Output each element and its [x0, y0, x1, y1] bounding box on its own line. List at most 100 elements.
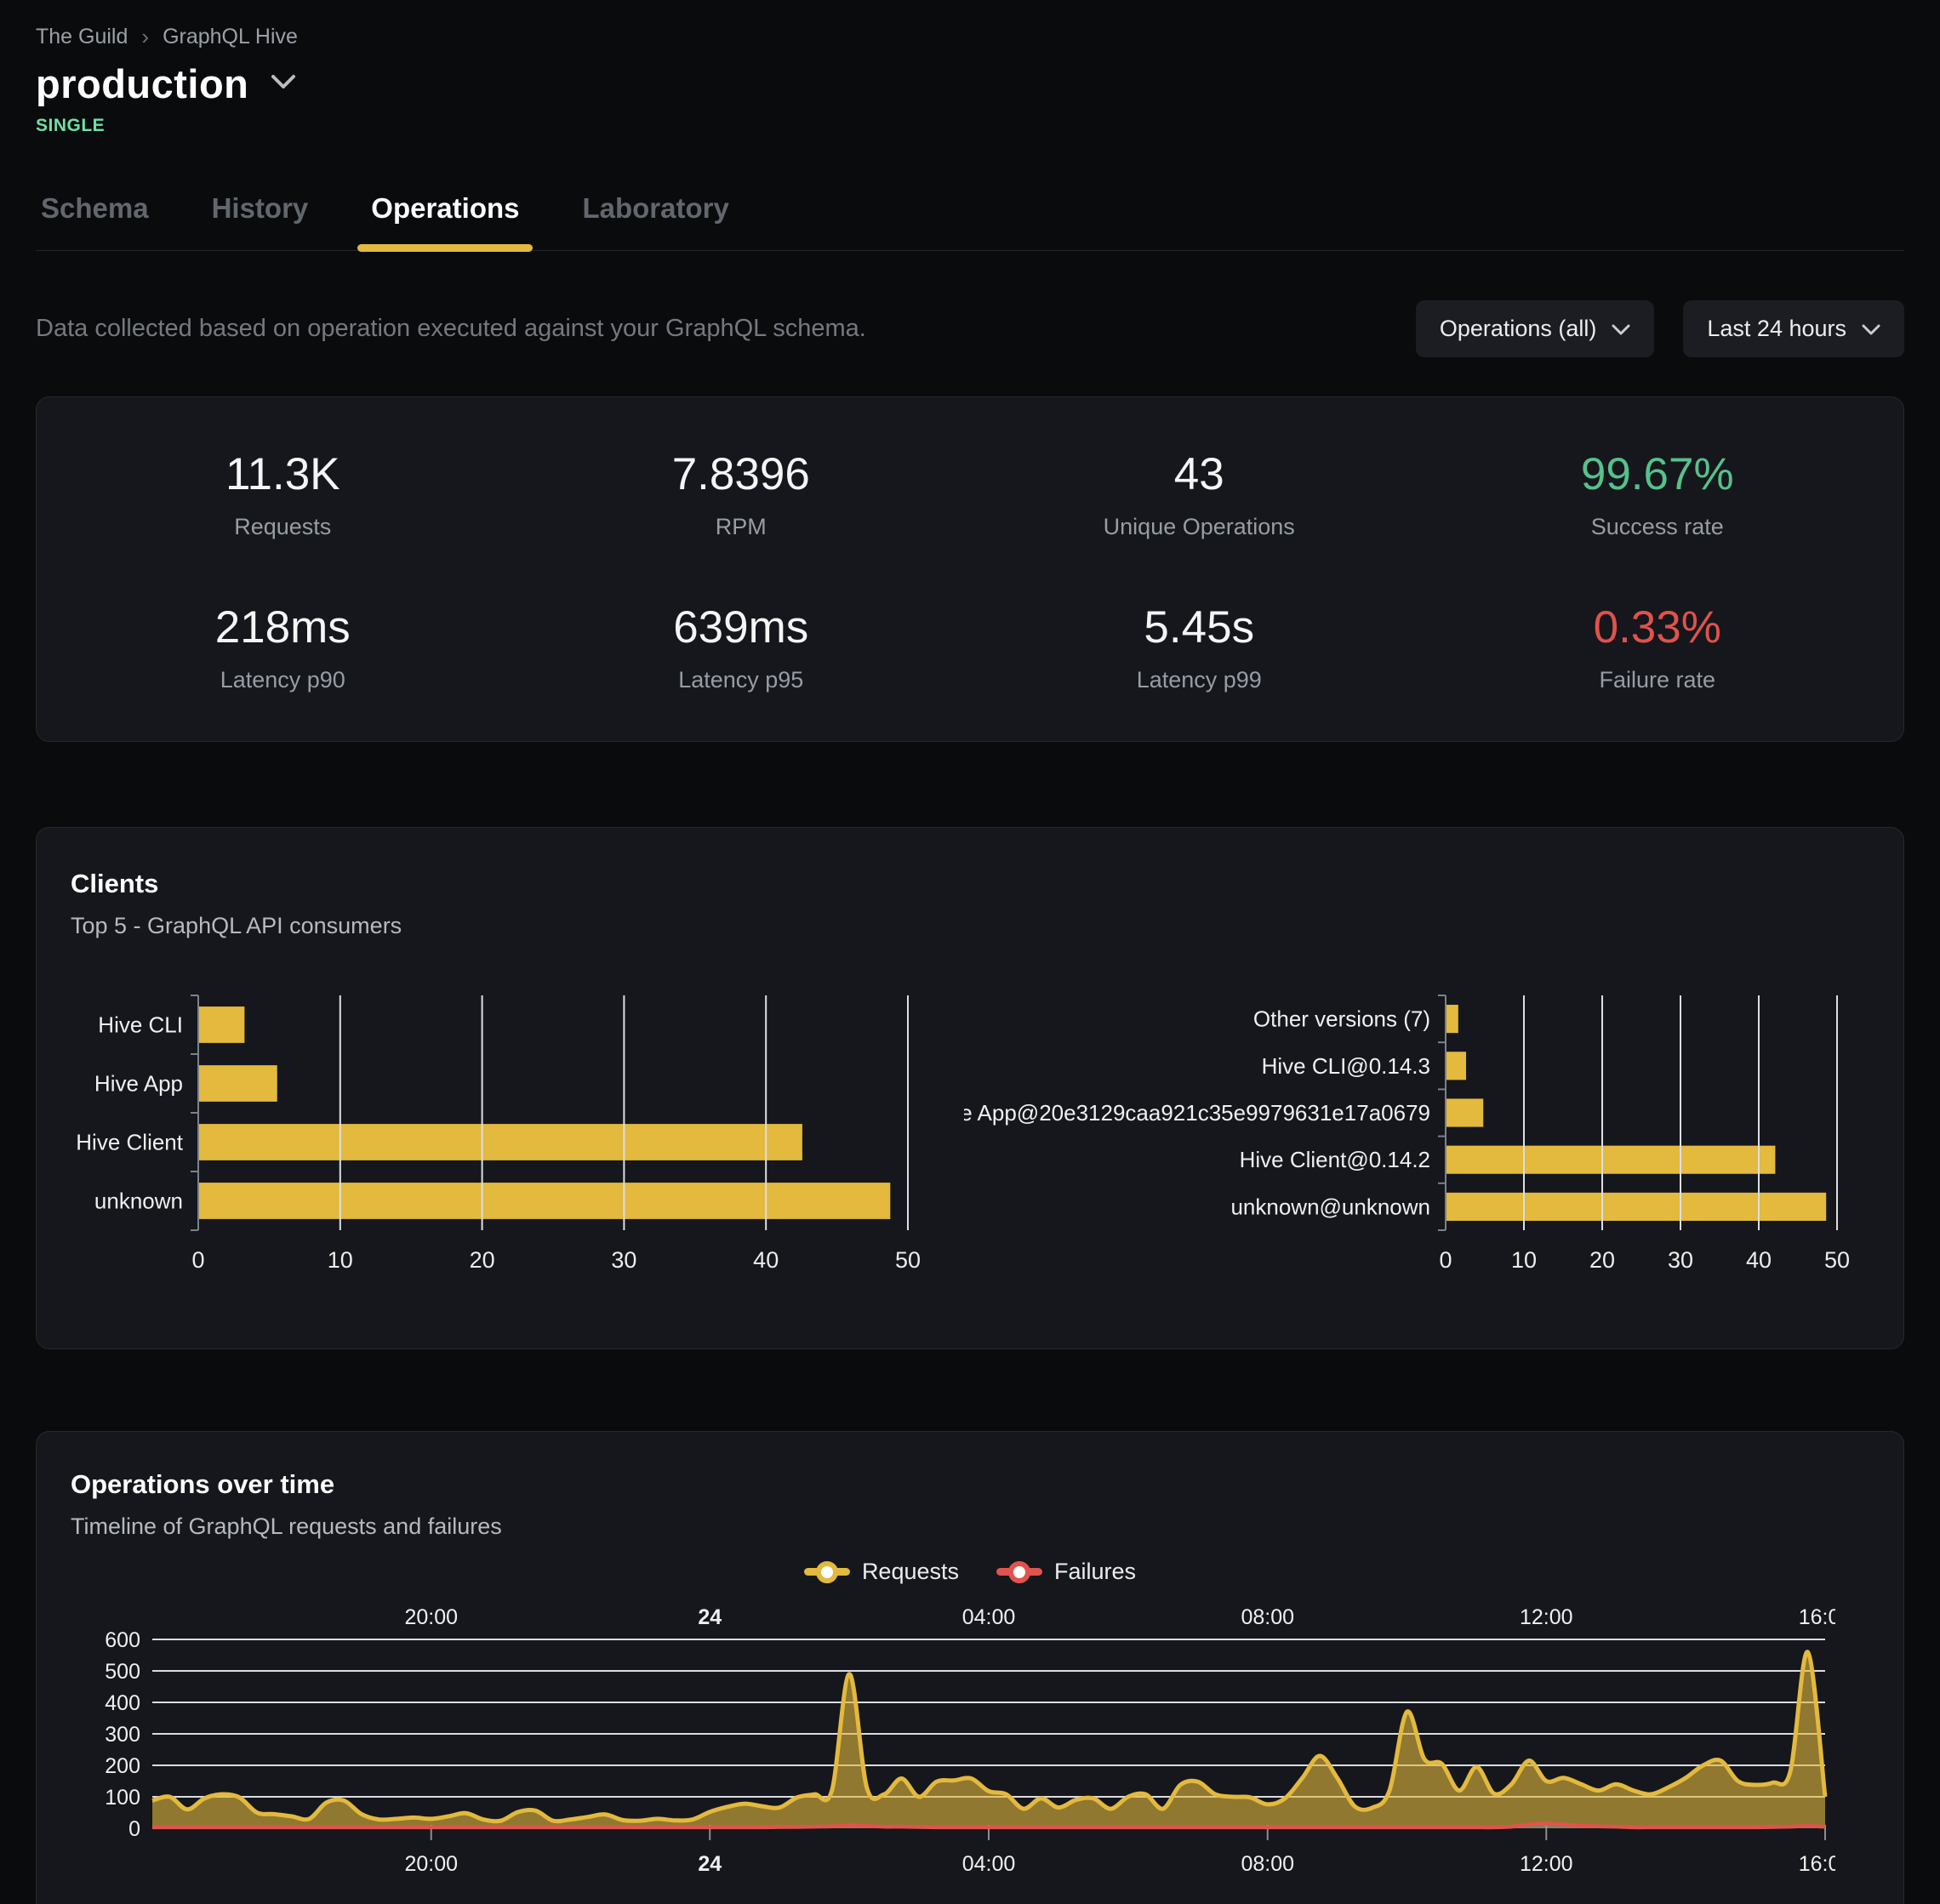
svg-text:50: 50 — [1824, 1247, 1850, 1273]
clients-panel-subtitle: Top 5 - GraphQL API consumers — [71, 913, 402, 938]
svg-text:50: 50 — [895, 1247, 921, 1273]
breadcrumb-org[interactable]: The Guild — [36, 25, 128, 48]
stat-success-rate-label: Success rate — [1590, 514, 1724, 539]
svg-text:0: 0 — [1439, 1247, 1452, 1273]
clients-by-version-bar-chart: 0 10 20 30 40 50 Other versions (7) Hive CLI@0.… — [964, 995, 1850, 1273]
legend-item-requests[interactable]: Requests — [803, 1559, 960, 1585]
stat-failure-rate: 0.33% Failure rate — [1429, 601, 1887, 693]
stat-latency-p90: 218ms Latency p90 — [54, 601, 512, 693]
stat-rpm-value: 7.8396 — [671, 449, 810, 499]
target-mode-badge: SINGLE — [36, 116, 106, 135]
operations-filter-label: Operations (all) — [1439, 316, 1597, 341]
period-filter-dropdown[interactable]: Last 24 hours — [1683, 300, 1904, 357]
stat-latency-p90-value: 218ms — [214, 602, 351, 653]
svg-text:100: 100 — [105, 1786, 140, 1810]
stat-requests: 11.3K Requests — [54, 448, 512, 540]
svg-text:12:00: 12:00 — [1520, 1852, 1573, 1876]
svg-text:Other versions (7): Other versions (7) — [1253, 1006, 1430, 1032]
svg-text:unknown: unknown — [94, 1189, 183, 1214]
svg-text:20:00: 20:00 — [404, 1852, 458, 1876]
stat-rpm-label: RPM — [715, 514, 767, 539]
stat-requests-value: 11.3K — [225, 449, 340, 499]
stat-failure-rate-label: Failure rate — [1599, 667, 1716, 693]
svg-text:Hive CLI@0.14.3: Hive CLI@0.14.3 — [1262, 1053, 1430, 1079]
svg-text:08:00: 08:00 — [1241, 1852, 1294, 1876]
tab-history[interactable]: History — [210, 192, 311, 250]
legend-item-failures[interactable]: Failures — [996, 1559, 1136, 1585]
stat-unique-operations-value: 43 — [1173, 449, 1224, 499]
svg-text:10: 10 — [328, 1247, 353, 1273]
stat-unique-operations: 43 Unique Operations — [970, 448, 1429, 540]
tab-schema[interactable]: Schema — [39, 192, 151, 250]
target-switcher-chevron-icon[interactable] — [271, 74, 296, 94]
svg-text:08:00: 08:00 — [1241, 1605, 1294, 1629]
svg-text:24: 24 — [698, 1605, 722, 1629]
svg-text:200: 200 — [105, 1754, 140, 1778]
svg-text:16:00: 16:00 — [1799, 1605, 1835, 1629]
stat-success-rate-value: 99.67% — [1580, 449, 1734, 499]
stat-latency-p99-label: Latency p99 — [1136, 667, 1262, 693]
page-header: The Guild › GraphQL Hive production SING… — [36, 24, 1904, 136]
svg-text:300: 300 — [105, 1723, 140, 1747]
svg-text:20:00: 20:00 — [404, 1605, 458, 1629]
clients-by-name-bar-chart: 0 10 20 30 40 50 Hive CLI Hive App Hive Client un… — [76, 995, 921, 1273]
tab-operations[interactable]: Operations — [357, 192, 534, 252]
stat-latency-p99-value: 5.45s — [1144, 602, 1255, 653]
stat-success-rate: 99.67% Success rate — [1429, 448, 1887, 540]
svg-text:10: 10 — [1511, 1247, 1537, 1273]
svg-text:Hive CLI: Hive CLI — [98, 1012, 183, 1038]
stat-latency-p95-label: Latency p95 — [678, 667, 804, 693]
requests-series-icon — [803, 1560, 850, 1583]
clients-panel: Clients Top 5 - GraphQL API consumers 0 1… — [36, 827, 1904, 1349]
svg-text:04:00: 04:00 — [962, 1605, 1016, 1629]
tab-laboratory[interactable]: Laboratory — [580, 192, 730, 250]
timeline-legend: Requests Failures — [71, 1559, 1869, 1585]
stat-requests-label: Requests — [234, 514, 332, 539]
toolbar-description: Data collected based on operation execut… — [36, 315, 866, 342]
page-title: production — [36, 61, 249, 106]
svg-text:40: 40 — [753, 1247, 779, 1273]
toolbar-filters: Operations (all) Last 24 hours — [1415, 300, 1904, 357]
svg-text:04:00: 04:00 — [962, 1852, 1016, 1876]
svg-text:20: 20 — [470, 1247, 495, 1273]
stats-panel: 11.3K Requests 7.8396 RPM 43 Unique Oper… — [36, 396, 1904, 742]
chevron-down-icon — [1612, 316, 1630, 342]
svg-text:40: 40 — [1746, 1247, 1772, 1273]
stat-latency-p95: 639ms Latency p95 — [512, 601, 971, 693]
svg-text:Hive App@20e3129caa921c35e9979: Hive App@20e3129caa921c35e9979631e17a067… — [964, 1100, 1430, 1126]
clients-panel-title: Clients — [71, 869, 159, 898]
operations-over-time-panel: Operations over time Timeline of GraphQL… — [36, 1431, 1904, 1904]
operations-timeline-chart: 0 100 200 300 400 500 600 20:00 20:00 24 24 04:00 04… — [105, 1605, 1852, 1876]
svg-text:Hive App: Hive App — [94, 1071, 183, 1097]
stat-latency-p99: 5.45s Latency p99 — [970, 601, 1429, 693]
breadcrumb-chevron-icon: › — [141, 24, 150, 49]
svg-text:unknown@unknown: unknown@unknown — [1230, 1194, 1430, 1219]
clients-charts-row: 0 10 20 30 40 50 Hive CLI Hive App Hive Client un… — [71, 987, 1869, 1286]
stat-latency-p90-label: Latency p90 — [220, 667, 345, 693]
legend-requests-label: Requests — [861, 1559, 960, 1584]
svg-text:0: 0 — [128, 1817, 140, 1841]
failures-series-icon — [996, 1560, 1043, 1583]
period-filter-label: Last 24 hours — [1707, 316, 1846, 341]
svg-text:30: 30 — [611, 1247, 636, 1273]
legend-failures-label: Failures — [1054, 1559, 1137, 1584]
svg-text:24: 24 — [698, 1852, 722, 1876]
chevron-down-icon — [1862, 316, 1880, 342]
stat-failure-rate-value: 0.33% — [1593, 602, 1721, 653]
svg-text:12:00: 12:00 — [1520, 1605, 1573, 1629]
operations-filter-dropdown[interactable]: Operations (all) — [1415, 300, 1655, 357]
svg-text:20: 20 — [1589, 1247, 1615, 1273]
breadcrumb: The Guild › GraphQL Hive — [36, 24, 1904, 50]
svg-text:30: 30 — [1668, 1247, 1693, 1273]
stat-rpm: 7.8396 RPM — [512, 448, 971, 540]
svg-text:500: 500 — [105, 1660, 140, 1684]
toolbar: Data collected based on operation execut… — [36, 300, 1904, 357]
breadcrumb-project[interactable]: GraphQL Hive — [163, 25, 298, 48]
svg-text:Hive Client: Hive Client — [76, 1130, 183, 1155]
svg-text:0: 0 — [191, 1247, 204, 1273]
stat-latency-p95-value: 639ms — [673, 602, 809, 653]
svg-text:Hive Client@0.14.2: Hive Client@0.14.2 — [1240, 1147, 1430, 1172]
svg-text:600: 600 — [105, 1628, 140, 1652]
tab-bar: Schema History Operations Laboratory — [36, 192, 1904, 252]
